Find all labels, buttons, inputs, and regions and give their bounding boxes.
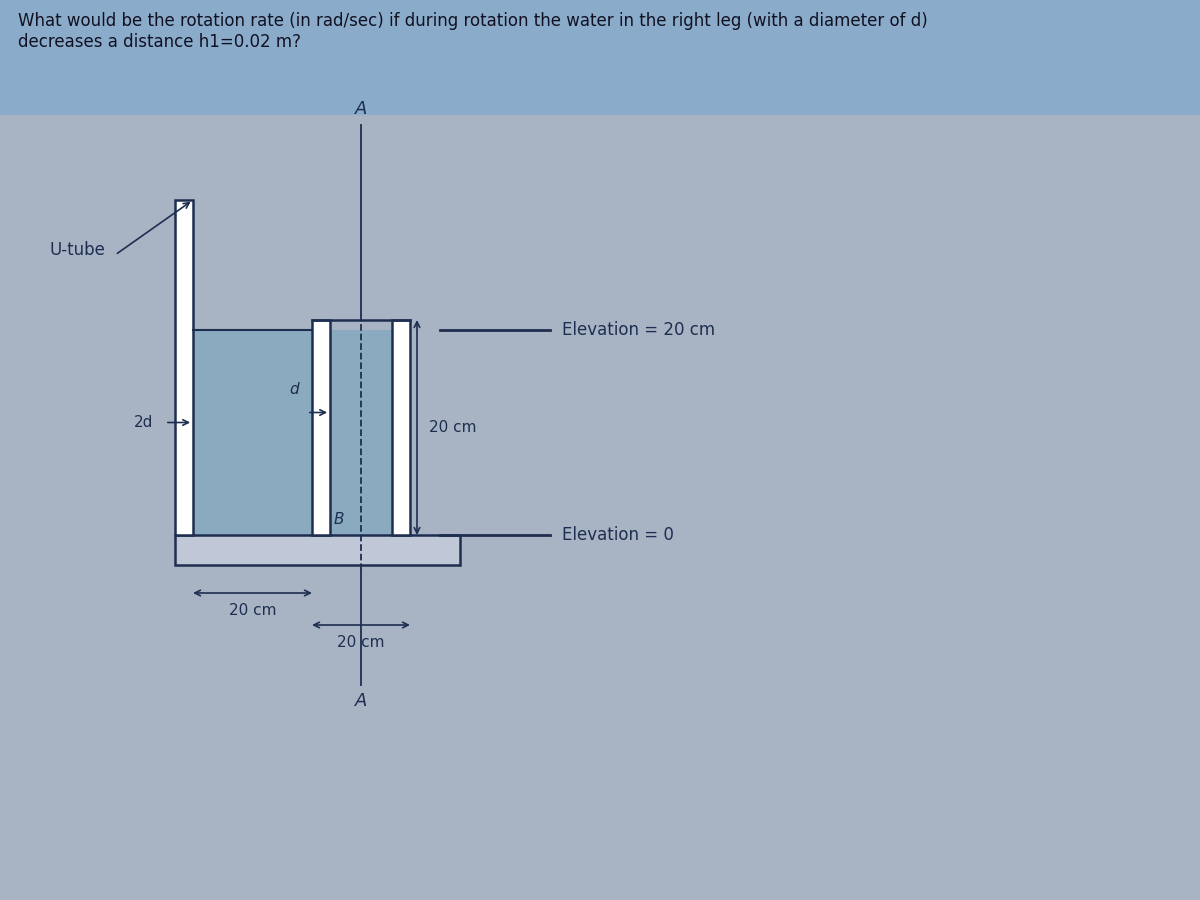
Text: What would be the rotation rate (in rad/sec) if during rotation the water in the: What would be the rotation rate (in rad/… xyxy=(18,12,928,50)
Text: A: A xyxy=(355,100,367,118)
Bar xyxy=(175,200,193,535)
Text: B: B xyxy=(334,512,344,527)
Text: U-tube: U-tube xyxy=(49,241,106,259)
Text: Elevation = 20 cm: Elevation = 20 cm xyxy=(562,321,715,339)
Text: 2d: 2d xyxy=(133,415,154,430)
Bar xyxy=(330,330,392,535)
FancyBboxPatch shape xyxy=(0,0,1200,115)
Text: 20 cm: 20 cm xyxy=(229,603,276,618)
Bar xyxy=(175,535,460,565)
Bar xyxy=(193,330,312,535)
Bar xyxy=(392,320,410,535)
Bar xyxy=(312,320,330,535)
Text: A: A xyxy=(355,692,367,710)
Text: 20 cm: 20 cm xyxy=(430,420,476,435)
Text: 20 cm: 20 cm xyxy=(337,635,385,650)
Text: d: d xyxy=(289,382,299,398)
Text: Elevation = 0: Elevation = 0 xyxy=(562,526,674,544)
